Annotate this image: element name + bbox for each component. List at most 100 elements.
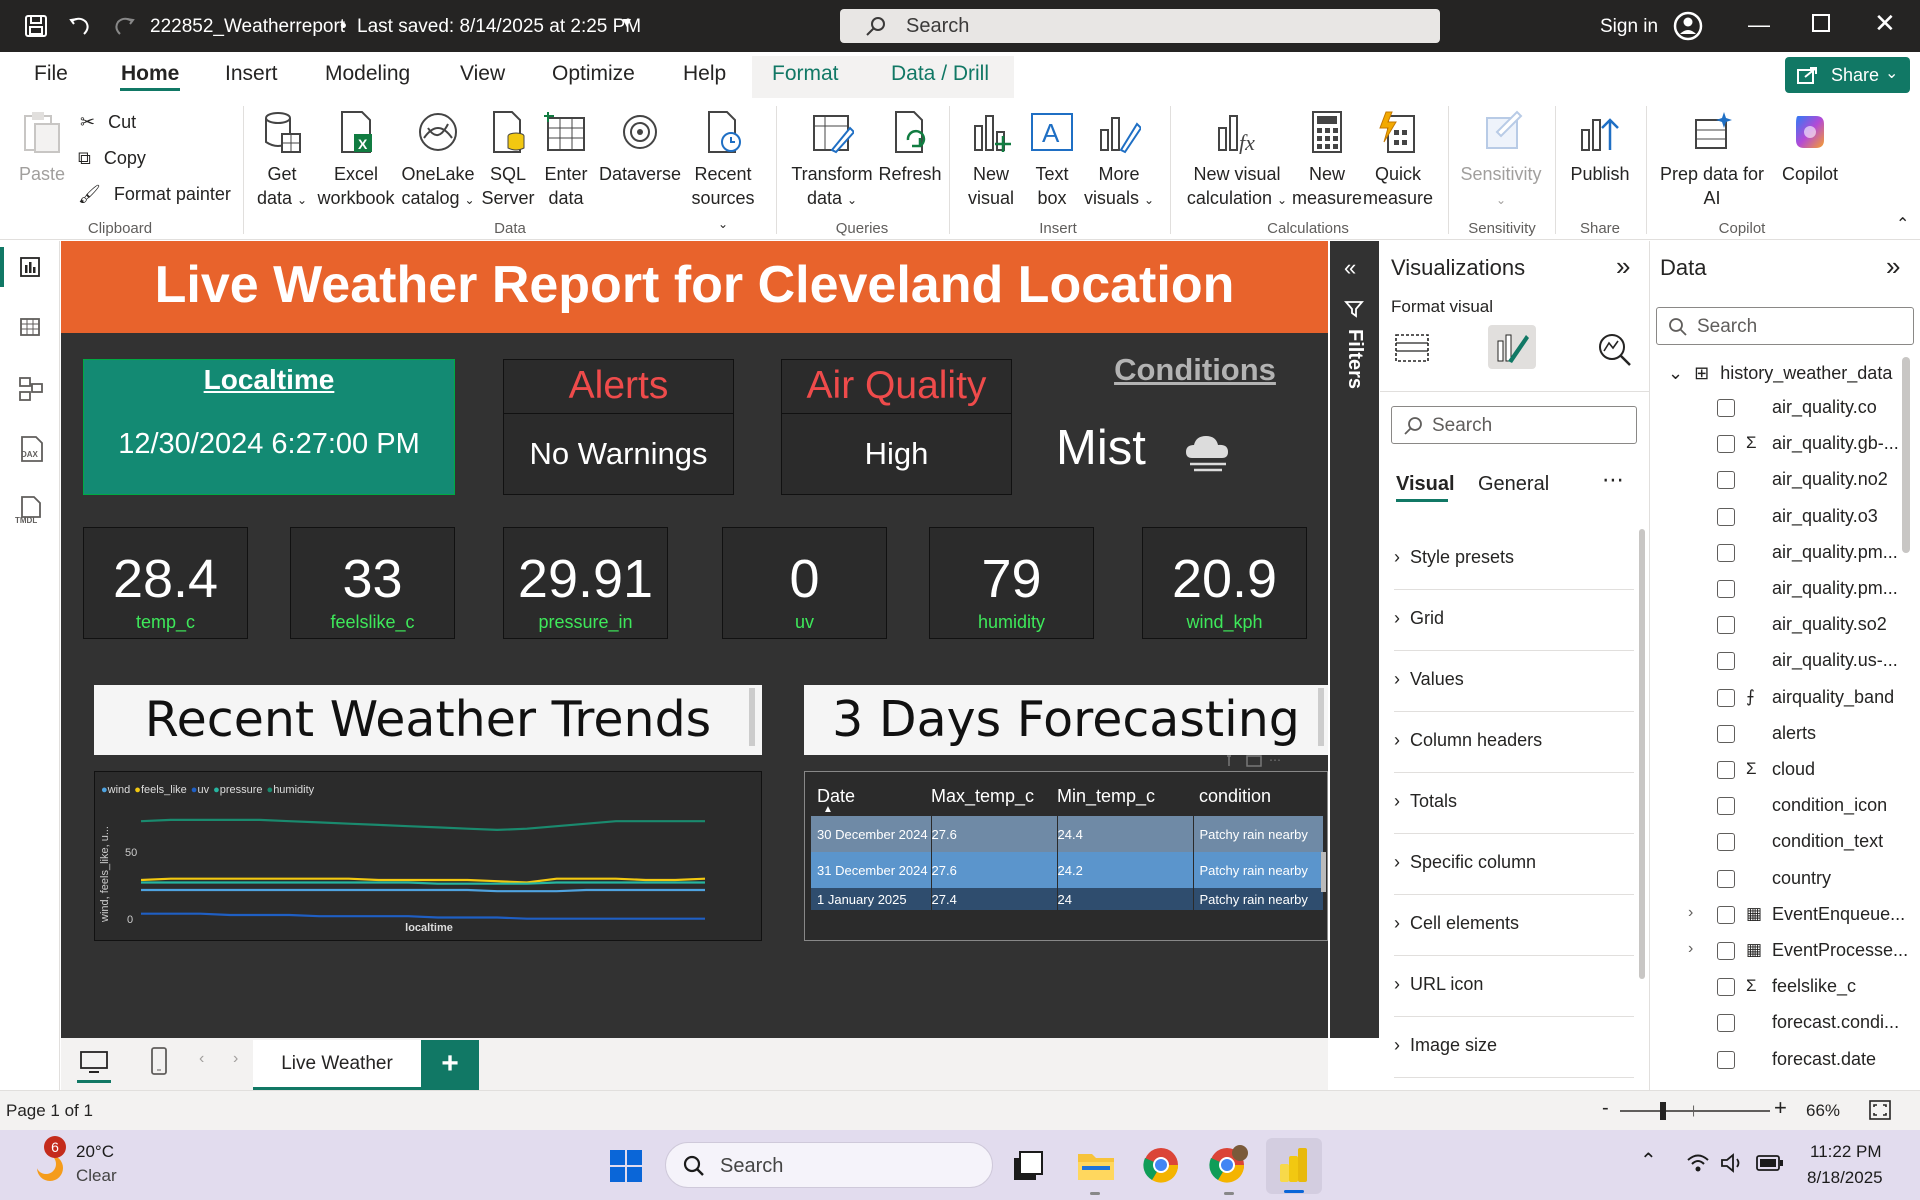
- menu-format[interactable]: Format: [772, 62, 839, 85]
- air-quality-card[interactable]: Air Quality High: [781, 359, 1012, 495]
- menu-modeling[interactable]: Modeling: [325, 62, 411, 85]
- legend-item[interactable]: ●uv: [191, 784, 209, 796]
- zoom-level[interactable]: 66%: [1806, 1101, 1841, 1120]
- text-box-button[interactable]: A Text box: [1026, 98, 1078, 210]
- format-search-input[interactable]: Search: [1391, 406, 1637, 444]
- analytics-magnifier-icon[interactable]: [1594, 329, 1634, 367]
- kpi-card-humidity[interactable]: 79 humidity: [929, 527, 1094, 639]
- format-section-url-icon[interactable]: › URL icon: [1394, 974, 1483, 995]
- menu-file[interactable]: File: [34, 62, 68, 85]
- table-node-history[interactable]: ⌄ ⊞ history_weather_data: [1668, 363, 1892, 384]
- page-tab-live-weather[interactable]: Live Weather: [253, 1040, 421, 1090]
- zoom-out-button[interactable]: -: [1602, 1097, 1609, 1119]
- close-icon[interactable]: ✕: [1874, 8, 1896, 38]
- field-checkbox[interactable]: [1717, 905, 1735, 924]
- field-checkbox[interactable]: [1717, 869, 1735, 888]
- field-checkbox[interactable]: [1717, 471, 1735, 490]
- menu-data-drill[interactable]: Data / Drill: [891, 62, 990, 85]
- next-page-icon[interactable]: ›: [233, 1050, 239, 1067]
- sensitivity-button[interactable]: Sensitivity ⌄: [1456, 98, 1546, 210]
- format-painter-button[interactable]: 🖌 Format painter: [78, 182, 231, 208]
- maximize-icon[interactable]: [1812, 14, 1830, 32]
- data-pane-scrollbar[interactable]: [1902, 357, 1910, 553]
- format-section-totals[interactable]: › Totals: [1394, 791, 1457, 812]
- column-header-date[interactable]: Date ▲: [811, 776, 931, 816]
- format-section-image-size[interactable]: › Image size: [1394, 1035, 1497, 1056]
- report-view-icon[interactable]: [18, 255, 42, 279]
- field-item[interactable]: air_quality.no2: [1650, 467, 1900, 497]
- column-header-condition[interactable]: condition: [1199, 785, 1272, 806]
- series-line-pressure[interactable]: [141, 881, 705, 885]
- format-section-values[interactable]: › Values: [1394, 669, 1464, 690]
- refresh-button[interactable]: Refresh: [878, 98, 942, 210]
- onelake-catalog-button[interactable]: OneLake catalog ⌄: [398, 98, 478, 210]
- format-section-cell-elements[interactable]: › Cell elements: [1394, 913, 1519, 934]
- file-explorer-icon[interactable]: [1076, 1146, 1116, 1184]
- field-item[interactable]: › ▦ EventEnqueue...: [1650, 902, 1905, 932]
- chevron-right-icon[interactable]: ›: [1688, 903, 1694, 921]
- field-checkbox[interactable]: [1717, 435, 1735, 454]
- conditions-card[interactable]: Conditions Mist: [1040, 350, 1300, 490]
- zoom-slider-track[interactable]: [1620, 1110, 1770, 1112]
- field-checkbox[interactable]: [1717, 761, 1735, 779]
- chrome-profile-icon[interactable]: [1208, 1144, 1250, 1186]
- table-row[interactable]: 30 December 2024 27.6 24.4 Patchy rain n…: [811, 816, 1323, 852]
- format-section-style-presets[interactable]: › Style presets: [1394, 547, 1514, 568]
- field-item[interactable]: condition_text: [1650, 829, 1900, 859]
- new-visual-calculation-button[interactable]: fx New visual calculation ⌄: [1182, 98, 1292, 210]
- filters-pane-collapsed[interactable]: « Filters: [1330, 241, 1379, 1038]
- quick-measure-button[interactable]: Quick measure: [1362, 98, 1434, 210]
- field-item[interactable]: › ▦ EventProcesse...: [1650, 938, 1908, 968]
- chevron-right-icon[interactable]: ›: [1688, 940, 1694, 957]
- field-item[interactable]: condition_icon: [1650, 793, 1900, 823]
- legend-item[interactable]: ●humidity: [267, 784, 315, 796]
- format-visual-tab[interactable]: [1488, 325, 1536, 369]
- collapse-right-icon[interactable]: »: [1886, 251, 1901, 281]
- menu-home[interactable]: Home: [121, 62, 180, 85]
- desktop-layout-icon[interactable]: [79, 1050, 109, 1074]
- add-page-button[interactable]: +: [421, 1040, 479, 1090]
- zoom-slider-thumb[interactable]: [1660, 1102, 1666, 1120]
- field-checkbox[interactable]: [1717, 942, 1735, 960]
- field-item[interactable]: country: [1650, 866, 1900, 896]
- publish-button[interactable]: Publish: [1564, 98, 1636, 210]
- format-pane-scrollbar[interactable]: [1639, 529, 1645, 979]
- field-item[interactable]: air_quality.o3: [1650, 504, 1900, 534]
- zoom-in-button[interactable]: +: [1774, 1095, 1787, 1120]
- dax-query-view-icon[interactable]: DAX: [16, 435, 46, 465]
- format-section-grid[interactable]: › Grid: [1394, 608, 1444, 629]
- get-data-button[interactable]: Get data ⌄: [252, 98, 312, 210]
- field-item[interactable]: air_quality.so2: [1650, 612, 1900, 642]
- minimize-icon[interactable]: —: [1748, 12, 1770, 37]
- kpi-card-wind[interactable]: 20.9 wind_kph: [1142, 527, 1307, 639]
- tmdl-view-icon[interactable]: TMDL: [14, 495, 46, 525]
- undo-icon[interactable]: [68, 14, 92, 38]
- format-section-column-headers[interactable]: › Column headers: [1394, 730, 1542, 751]
- excel-workbook-button[interactable]: X Excel workbook: [314, 98, 398, 210]
- legend-item[interactable]: ●feels_like: [134, 784, 187, 796]
- task-view-icon[interactable]: [1010, 1148, 1046, 1184]
- table-row[interactable]: 31 December 2024 27.6 24.2 Patchy rain n…: [811, 852, 1323, 888]
- field-checkbox[interactable]: [1717, 797, 1735, 816]
- chrome-icon[interactable]: [1142, 1146, 1180, 1184]
- new-measure-button[interactable]: New measure: [1292, 98, 1362, 210]
- fit-to-page-icon[interactable]: [1868, 1099, 1892, 1121]
- series-line-humidity[interactable]: [141, 818, 705, 832]
- menu-help[interactable]: Help: [683, 62, 727, 85]
- field-item[interactable]: forecast.condi...: [1650, 1010, 1900, 1040]
- user-avatar-icon[interactable]: [1672, 10, 1704, 42]
- field-checkbox[interactable]: [1717, 652, 1735, 671]
- windows-start-icon[interactable]: [608, 1148, 644, 1184]
- expand-left-icon[interactable]: «: [1344, 255, 1357, 280]
- field-checkbox[interactable]: [1717, 580, 1735, 598]
- collapse-ribbon-icon[interactable]: ⌃: [1896, 216, 1910, 233]
- field-item[interactable]: air_quality.pm...: [1650, 576, 1900, 606]
- recent-sources-button[interactable]: Recent sources ⌄: [688, 98, 758, 231]
- kpi-card-feelslike[interactable]: 33 feelslike_c: [290, 527, 455, 639]
- save-icon[interactable]: [24, 14, 48, 38]
- model-view-icon[interactable]: [18, 375, 46, 403]
- powerbi-taskbar-button[interactable]: [1266, 1138, 1322, 1194]
- field-checkbox[interactable]: [1717, 1050, 1735, 1069]
